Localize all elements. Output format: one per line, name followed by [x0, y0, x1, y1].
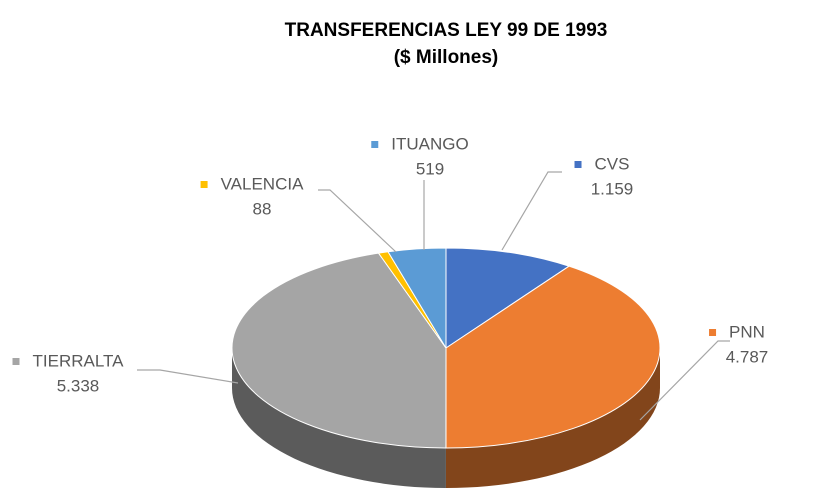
chart-subtitle: ($ Millones)	[394, 47, 499, 68]
slice	[387, 247, 447, 350]
leader-line	[137, 369, 239, 384]
legend-swatch	[12, 358, 20, 365]
slice	[445, 265, 661, 449]
data-label-name: VALENCIA	[221, 174, 304, 193]
leader-line	[639, 340, 730, 421]
data-label-name: ITUANGO	[391, 134, 468, 153]
data-label-name: TIERRALTA	[33, 351, 125, 370]
data-label-name: CVS	[595, 154, 630, 173]
legend-swatch	[574, 161, 582, 168]
slice-side	[232, 348, 446, 488]
slice	[445, 247, 571, 349]
data-label-value: 5.338	[57, 376, 100, 395]
leader-line	[318, 189, 397, 253]
data-label-value: 519	[416, 159, 444, 178]
slice-side	[445, 348, 660, 488]
chart-title: TRANSFERENCIAS LEY 99 DE 1993	[285, 20, 608, 41]
legend-swatch	[371, 141, 379, 148]
data-label-value: 88	[253, 199, 272, 218]
leader-line	[501, 171, 562, 251]
slice	[231, 252, 447, 449]
legend-swatch	[709, 329, 717, 336]
legend-swatch	[200, 181, 208, 188]
data-label-value: 1.159	[591, 179, 634, 198]
data-label-value: 4.787	[726, 347, 769, 366]
data-label-name: PNN	[729, 322, 765, 341]
